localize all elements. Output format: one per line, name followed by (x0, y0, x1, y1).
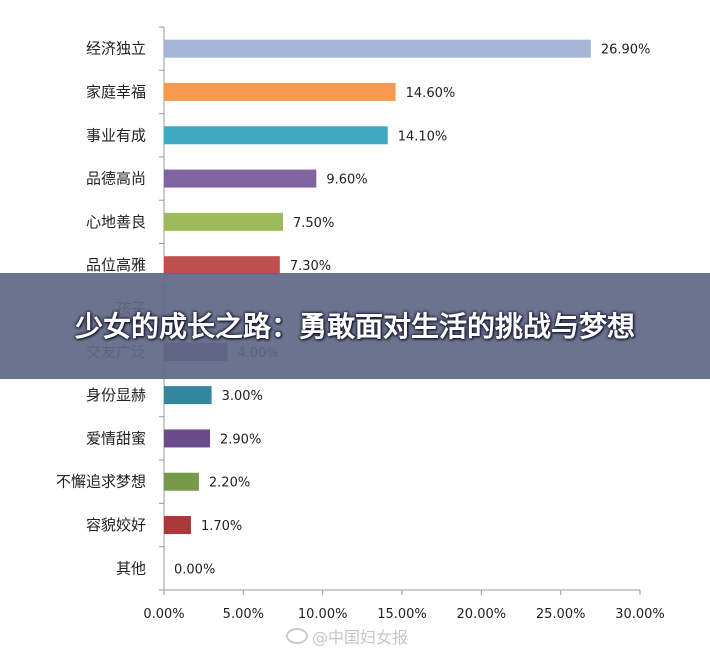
bar (164, 169, 317, 188)
category-label: 事业有成 (86, 126, 146, 144)
bar (164, 212, 283, 231)
category-label: 容貌姣好 (86, 516, 146, 534)
title-banner: 少女的成长之路：勇敢面对生活的挑战与梦想 (0, 273, 710, 379)
x-tick-label: 30.00% (615, 607, 665, 622)
bar (164, 472, 199, 491)
category-label: 不懈追求梦想 (56, 473, 146, 491)
data-label: 9.60% (326, 173, 367, 188)
data-label: 2.20% (209, 476, 250, 491)
bar (164, 82, 396, 101)
data-label: 1.70% (201, 519, 242, 534)
weibo-icon (286, 628, 308, 644)
x-tick-label: 10.00% (298, 607, 348, 622)
category-label: 品位高雅 (86, 256, 146, 274)
data-label: 26.90% (601, 43, 651, 58)
bar (164, 429, 211, 448)
category-label: 其他 (116, 559, 146, 577)
x-tick-label: 15.00% (377, 607, 427, 622)
data-label: 14.10% (398, 129, 448, 144)
category-label: 家庭幸福 (86, 83, 146, 101)
data-label: 3.00% (222, 389, 263, 404)
category-label: 身份显赫 (86, 386, 146, 404)
bar (164, 39, 591, 58)
bar (164, 516, 191, 535)
category-label: 品德高尚 (86, 170, 146, 188)
x-tick-label: 25.00% (536, 607, 586, 622)
bar (164, 386, 212, 405)
category-label: 爱情甜蜜 (86, 429, 146, 447)
x-tick-label: 0.00% (143, 607, 184, 622)
bar (164, 126, 388, 145)
category-label: 经济独立 (86, 40, 146, 58)
data-label: 14.60% (406, 86, 456, 101)
watermark: @中国妇女报 (286, 624, 408, 648)
watermark-text: @中国妇女报 (312, 628, 409, 647)
banner-title: 少女的成长之路：勇敢面对生活的挑战与梦想 (74, 309, 635, 343)
data-label: 7.30% (290, 259, 331, 274)
data-label: 2.90% (220, 432, 261, 447)
category-label: 心地善良 (86, 213, 146, 231)
data-label: 7.50% (293, 216, 334, 231)
x-tick-label: 5.00% (223, 607, 264, 622)
data-label: 0.00% (174, 562, 215, 577)
bar (164, 256, 280, 275)
x-tick-label: 20.00% (457, 607, 507, 622)
